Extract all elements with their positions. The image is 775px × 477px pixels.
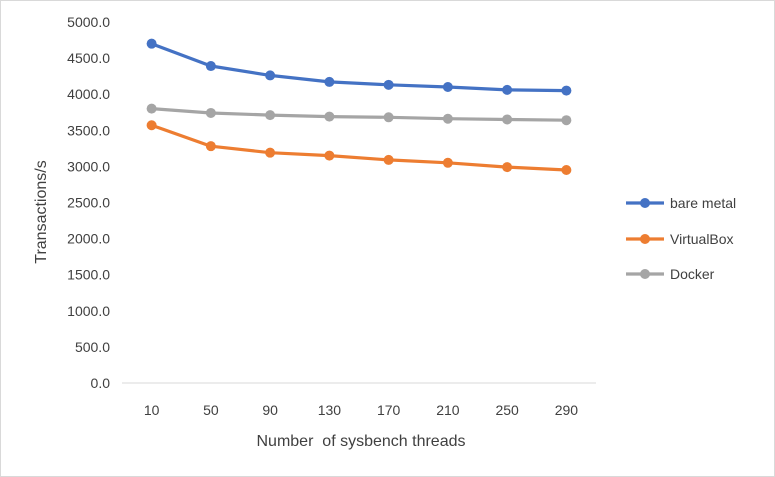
- legend-item-docker: Docker: [626, 266, 715, 282]
- x-axis-title: Number of sysbench threads: [257, 433, 466, 450]
- series-line-bare-metal: [150, 42, 569, 93]
- y-tick-label: 2500.0: [67, 195, 110, 211]
- series-bare-metal: [146, 38, 572, 96]
- x-tick-label: 10: [144, 402, 160, 418]
- data-point-docker: [205, 107, 216, 118]
- data-point-virtualbox: [502, 162, 513, 173]
- x-tick-label: 170: [377, 402, 401, 418]
- x-tick-label: 130: [318, 402, 342, 418]
- data-point-docker: [442, 113, 453, 124]
- legend-item-bare-metal: bare metal: [626, 195, 736, 211]
- data-point-docker: [383, 112, 394, 123]
- y-tick-label: 1000.0: [67, 303, 110, 319]
- data-point-bare-metal: [205, 61, 216, 72]
- data-point-bare-metal: [561, 85, 572, 96]
- y-tick-label: 1500.0: [67, 267, 110, 283]
- data-point-bare-metal: [265, 70, 276, 81]
- data-point-bare-metal: [442, 81, 453, 92]
- data-point-bare-metal: [324, 76, 335, 87]
- y-tick-label: 3500.0: [67, 122, 110, 138]
- data-point-virtualbox: [442, 157, 453, 168]
- data-point-virtualbox: [205, 141, 216, 152]
- legend-marker-docker: [640, 269, 650, 279]
- data-point-docker: [324, 111, 335, 122]
- y-tick-label: 0.0: [91, 375, 111, 391]
- data-point-virtualbox: [265, 147, 276, 158]
- data-point-virtualbox: [324, 150, 335, 161]
- legend-marker-virtualbox: [640, 234, 650, 244]
- y-tick-label: 5000.0: [67, 14, 110, 30]
- legend-label-bare-metal: bare metal: [670, 195, 736, 211]
- legend-marker-bare-metal: [640, 198, 650, 208]
- x-tick-label: 290: [555, 402, 579, 418]
- x-tick-label: 210: [436, 402, 460, 418]
- legend: bare metal VirtualBox Docker: [626, 195, 736, 282]
- y-tick-label: 4500.0: [67, 50, 110, 66]
- data-point-docker: [146, 103, 157, 114]
- x-axis-ticks: 10 50 90 130 170 210 250 290: [144, 402, 578, 418]
- y-tick-label: 2000.0: [67, 231, 110, 247]
- data-point-docker: [265, 110, 276, 121]
- y-axis-title: Transactions/s: [33, 160, 50, 263]
- series-layer: [146, 38, 572, 176]
- data-point-bare-metal: [502, 84, 513, 95]
- y-tick-label: 3000.0: [67, 158, 110, 174]
- y-tick-label: 4000.0: [67, 86, 110, 102]
- data-point-docker: [561, 115, 572, 126]
- legend-label-virtualbox: VirtualBox: [670, 231, 734, 247]
- series-line-docker: [150, 106, 569, 122]
- x-tick-label: 250: [495, 402, 519, 418]
- x-tick-label: 90: [262, 402, 278, 418]
- data-point-virtualbox: [146, 120, 157, 131]
- y-tick-label: 500.0: [75, 339, 110, 355]
- data-point-virtualbox: [561, 165, 572, 176]
- data-point-bare-metal: [383, 79, 394, 90]
- data-point-docker: [502, 114, 513, 125]
- series-virtualbox: [146, 120, 572, 176]
- series-docker: [146, 103, 572, 126]
- series-line-virtualbox: [150, 123, 569, 172]
- x-tick-label: 50: [203, 402, 219, 418]
- y-axis-ticks: 0.0 500.0 1000.0 1500.0 2000.0 2500.0 3000.0 35…: [67, 14, 110, 391]
- legend-item-virtualbox: VirtualBox: [626, 231, 734, 247]
- data-point-bare-metal: [146, 38, 157, 49]
- legend-label-docker: Docker: [670, 266, 715, 282]
- data-point-virtualbox: [383, 154, 394, 165]
